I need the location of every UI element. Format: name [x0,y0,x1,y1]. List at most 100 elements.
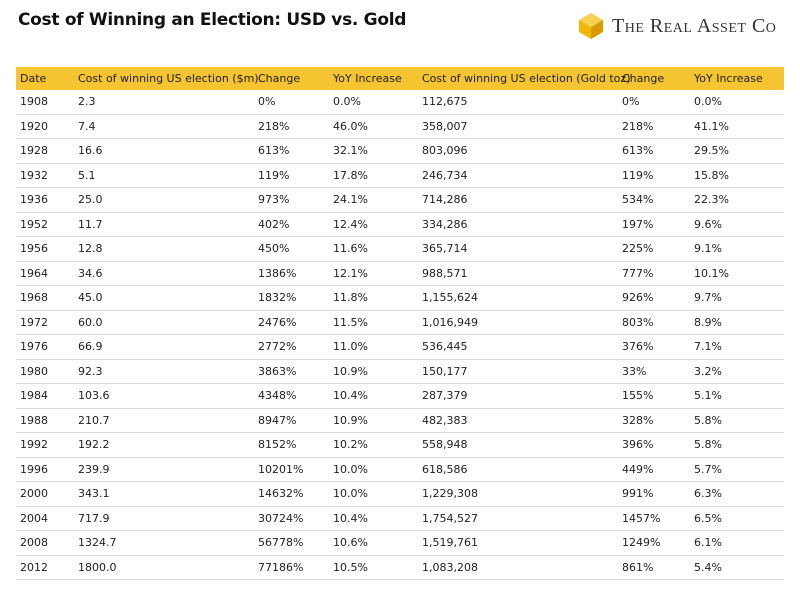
cell: 11.6% [333,242,368,255]
table-row: 1996 239.9 10201% 10.0% 618,586 449% 5.7% [16,458,784,482]
cell: 56778% [258,536,304,549]
cell: 1952 [20,217,48,231]
cell: 1908 [20,95,48,108]
cell: 1996 [20,462,48,476]
cell: 11.5% [333,315,368,329]
cell: 1,754,527 [422,511,478,525]
table-row: 2000 343.1 14632% 10.0% 1,229,308 991% 6.3% [16,482,784,507]
cell: 34.6 [78,266,103,280]
cell: 1,016,949 [422,315,478,329]
cell: 6.3% [694,487,722,500]
cell: 1920 [20,119,48,133]
cell: 1457% [622,511,661,525]
logo: The Real Asset Co [578,12,776,40]
cell: 29.5% [694,144,729,157]
cell: 4348% [258,389,297,402]
cell: 7.1% [694,340,722,353]
title: Cost of Winning an Election: USD vs. Gol… [18,10,407,30]
cell: 8.9% [694,315,722,329]
cell: 12.1% [333,266,368,280]
cell: 192.2 [78,438,110,451]
cell: 10.9% [333,413,368,427]
cell: 7.4 [78,119,96,133]
cell: 1992 [20,438,48,451]
cell: 8152% [258,438,297,451]
cell: 1249% [622,536,661,549]
cell: 5.8% [694,413,722,427]
cell: 1,083,208 [422,560,478,574]
cell: 1,519,761 [422,536,478,549]
cell: 246,734 [422,168,468,182]
cell: 5.8% [694,438,722,451]
cell: 1800.0 [78,560,117,574]
cell: 1324.7 [78,536,117,549]
cell: 119% [258,168,290,182]
cell: 15.8% [694,168,729,182]
cell: 2004 [20,511,48,525]
cell: 5.1 [78,168,96,182]
cell: 534% [622,193,654,206]
cell: 2008 [20,536,48,549]
cell: 0% [258,95,276,108]
cell: 2772% [258,340,297,353]
cell: 10.1% [694,266,729,280]
cell: 0% [622,95,640,108]
cell: 450% [258,242,290,255]
table-row: 1972 60.0 2476% 11.5% 1,016,949 803% 8.9% [16,311,784,335]
cell: 3863% [258,364,297,378]
cell: 10.2% [333,438,368,451]
cell: 717.9 [78,511,110,525]
table-row: 1984 103.6 4348% 10.4% 287,379 155% 5.1% [16,384,784,409]
table-row: 1980 92.3 3863% 10.9% 150,177 33% 3.2% [16,360,784,384]
cell: 103.6 [78,389,110,402]
cell: 803% [622,315,654,329]
cell: 9.7% [694,291,722,304]
cell: 30724% [258,511,304,525]
cell: 239.9 [78,462,110,476]
cell: 5.4% [694,560,722,574]
cell: 10.0% [333,487,368,500]
header-cell: YoY Increase [694,72,763,85]
cell: 12.4% [333,217,368,231]
table-row: 2008 1324.7 56778% 10.6% 1,519,761 1249% 6.1% [16,531,784,556]
cell: 24.1% [333,193,368,206]
cell: 197% [622,217,654,231]
table-row: 1932 5.1 119% 17.8% 246,734 119% 15.8% [16,164,784,188]
cell: 25.0 [78,193,103,206]
logo-text: The Real Asset Co [612,14,777,37]
cell: 2476% [258,315,297,329]
cell: 46.0% [333,119,368,133]
cell: 365,714 [422,242,468,255]
cell: 1984 [20,389,48,402]
cell: 991% [622,487,654,500]
table-row: 1920 7.4 218% 46.0% 358,007 218% 41.1% [16,115,784,139]
cell: 358,007 [422,119,468,133]
cell: 10.0% [333,462,368,476]
cell: 66.9 [78,340,103,353]
cell: 11.8% [333,291,368,304]
cell: 1832% [258,291,297,304]
cell: 287,379 [422,389,468,402]
cell: 328% [622,413,654,427]
cell: 17.8% [333,168,368,182]
header-cell: Cost of winning US election ($m). [78,72,263,85]
table-row: 1952 11.7 402% 12.4% 334,286 197% 9.6% [16,213,784,237]
cell: 10.9% [333,364,368,378]
cell: 777% [622,266,654,280]
cell: 3.2% [694,364,722,378]
cell: 5.1% [694,389,722,402]
cell: 0.0% [694,95,722,108]
cell: 1,155,624 [422,291,478,304]
cell: 155% [622,389,654,402]
cell: 2012 [20,560,48,574]
cell: 803,096 [422,144,468,157]
table-row: 1988 210.7 8947% 10.9% 482,383 328% 5.8% [16,409,784,433]
header-row: Date Cost of winning US election ($m). Cha… [16,67,784,90]
cell: 2.3 [78,95,96,108]
cell: 10.5% [333,560,368,574]
cell: 10201% [258,462,304,476]
cell: 0.0% [333,95,361,108]
cell: 45.0 [78,291,103,304]
cell: 402% [258,217,290,231]
